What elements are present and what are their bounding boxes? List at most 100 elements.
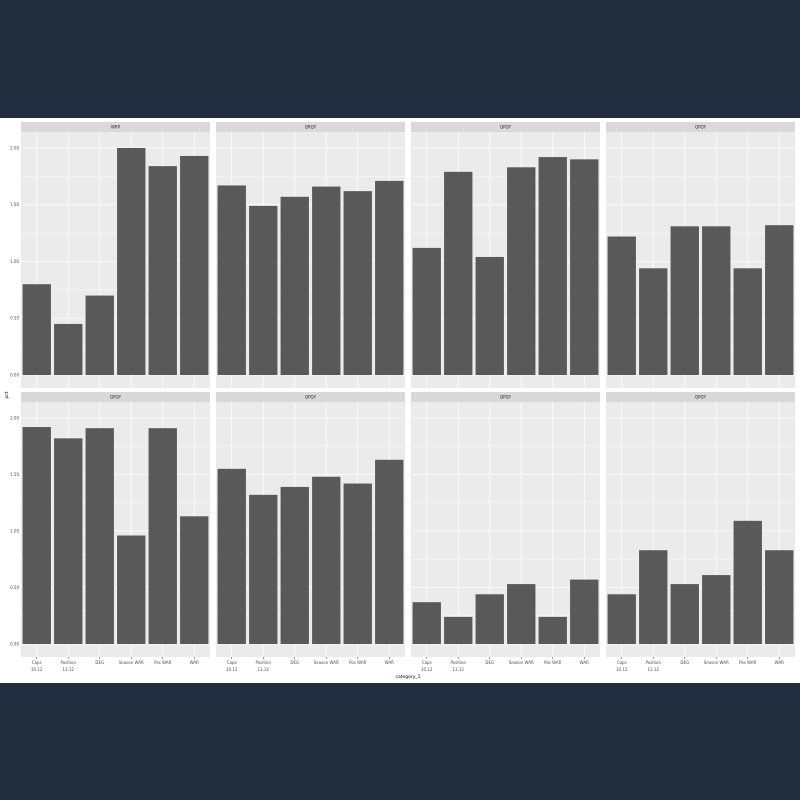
bar (670, 584, 699, 644)
chart-canvas: WRP 0.00 0.50 1.00 1.50 2.00 QRQY QPQY QPQY QPQY 0… (0, 118, 800, 683)
facet-strip (411, 122, 600, 132)
x-tick-label: Caps (227, 660, 237, 665)
bar (375, 180, 404, 375)
facet-strip-label: WRP (111, 125, 121, 130)
bar (54, 438, 83, 644)
facet-panel: QRQY (216, 122, 405, 388)
x-tick-label: DEG (290, 660, 299, 665)
facet-strip-label: QPQY (110, 395, 122, 400)
x-tick-label: Season WAR (509, 660, 534, 665)
x-tick-label: DEG (680, 660, 689, 665)
bar (733, 268, 762, 375)
panel-background (216, 402, 405, 657)
y-tick-label: 2.00 (10, 415, 19, 420)
bar (375, 459, 404, 644)
bar (765, 550, 794, 644)
bar (412, 247, 441, 375)
facet-strip (411, 392, 600, 402)
bar (22, 284, 51, 375)
bar (280, 196, 309, 375)
x-axis-title: category_1 (395, 674, 420, 680)
y-tick-label: 1.50 (10, 472, 19, 477)
bar (117, 148, 146, 375)
facet-strip-label: QPQY (695, 395, 707, 400)
bar (249, 205, 278, 375)
bar (85, 295, 114, 375)
facet-strip (21, 122, 210, 132)
bar (117, 535, 146, 644)
x-tick-label: WAR (385, 660, 394, 665)
facet-panel: QPQY Caps 10.12 Position 13.12 DEG Season WAR P… (606, 392, 795, 672)
panel-background (606, 132, 795, 388)
bar (343, 483, 372, 644)
bar (733, 520, 762, 644)
panel-background (411, 132, 600, 388)
y-tick-label: 1.00 (10, 259, 19, 264)
y-tick-label: 2.00 (10, 145, 19, 150)
bar (570, 579, 599, 644)
x-tick-label: WAR (775, 660, 784, 665)
bar (217, 468, 246, 644)
x-tick-label: Position (255, 660, 271, 665)
facet-strip-label: QRQY (305, 125, 317, 130)
x-secondary-label: 13.12 (453, 667, 465, 672)
facet-strip (21, 392, 210, 402)
panel-background (606, 402, 795, 657)
facet-strip (606, 122, 795, 132)
x-tick-label: Caps (422, 660, 432, 665)
facet-panel: WRP 0.00 0.50 1.00 1.50 2.00 (10, 122, 210, 388)
x-secondary-label: 13.12 (258, 667, 270, 672)
bar (475, 594, 504, 644)
bar (280, 486, 309, 644)
bar (217, 185, 246, 375)
facet-strip-label: QPQY (500, 395, 512, 400)
x-tick-label: Position (450, 660, 466, 665)
bar (180, 155, 209, 375)
bar (702, 226, 731, 375)
facet-strip-label: QPQY (305, 395, 317, 400)
x-tick-label: Season WAR (119, 660, 144, 665)
x-tick-label: WAR (190, 660, 199, 665)
bar (507, 584, 536, 644)
facet-strip (216, 392, 405, 402)
bar (607, 594, 636, 644)
bar (22, 427, 51, 644)
x-secondary-label: 10.12 (226, 667, 238, 672)
bar (765, 225, 794, 375)
bar (702, 575, 731, 644)
bar (639, 268, 668, 375)
x-tick-label: Pos WAR (154, 660, 172, 665)
panel-background (411, 402, 600, 657)
bar (475, 256, 504, 375)
facet-strip-label: QPQY (500, 125, 512, 130)
facet-panel: QPQY Caps 10.12 Position 13.12 DEG Season WAR P… (216, 392, 405, 672)
y-tick-label: 0.00 (10, 641, 19, 646)
bar (85, 428, 114, 644)
x-tick-label: Caps (32, 660, 42, 665)
x-tick-label: WAR (580, 660, 589, 665)
x-secondary-label: 10.12 (421, 667, 433, 672)
x-tick-label: DEG (95, 660, 104, 665)
x-tick-label: Position (645, 660, 661, 665)
bar (507, 167, 536, 375)
x-secondary-label: 10.12 (31, 667, 43, 672)
x-tick-label: Caps (617, 660, 627, 665)
facet-panel: QPQY Caps 10.12 Position 13.12 DEG Season WAR P… (411, 392, 600, 672)
bar (180, 516, 209, 644)
bar (412, 602, 441, 644)
x-tick-label: DEG (485, 660, 494, 665)
bar (538, 616, 567, 644)
panel-background (21, 132, 210, 388)
bar (670, 226, 699, 375)
bar (312, 186, 341, 375)
bar (148, 166, 177, 375)
x-tick-label: Position (60, 660, 76, 665)
bar (570, 159, 599, 375)
x-secondary-label: 13.12 (63, 667, 75, 672)
x-tick-label: Pos WAR (349, 660, 367, 665)
bar (249, 494, 278, 644)
panel-background (216, 132, 405, 388)
bar (538, 157, 567, 375)
y-tick-label: 0.00 (10, 372, 19, 377)
facet-strip (606, 392, 795, 402)
